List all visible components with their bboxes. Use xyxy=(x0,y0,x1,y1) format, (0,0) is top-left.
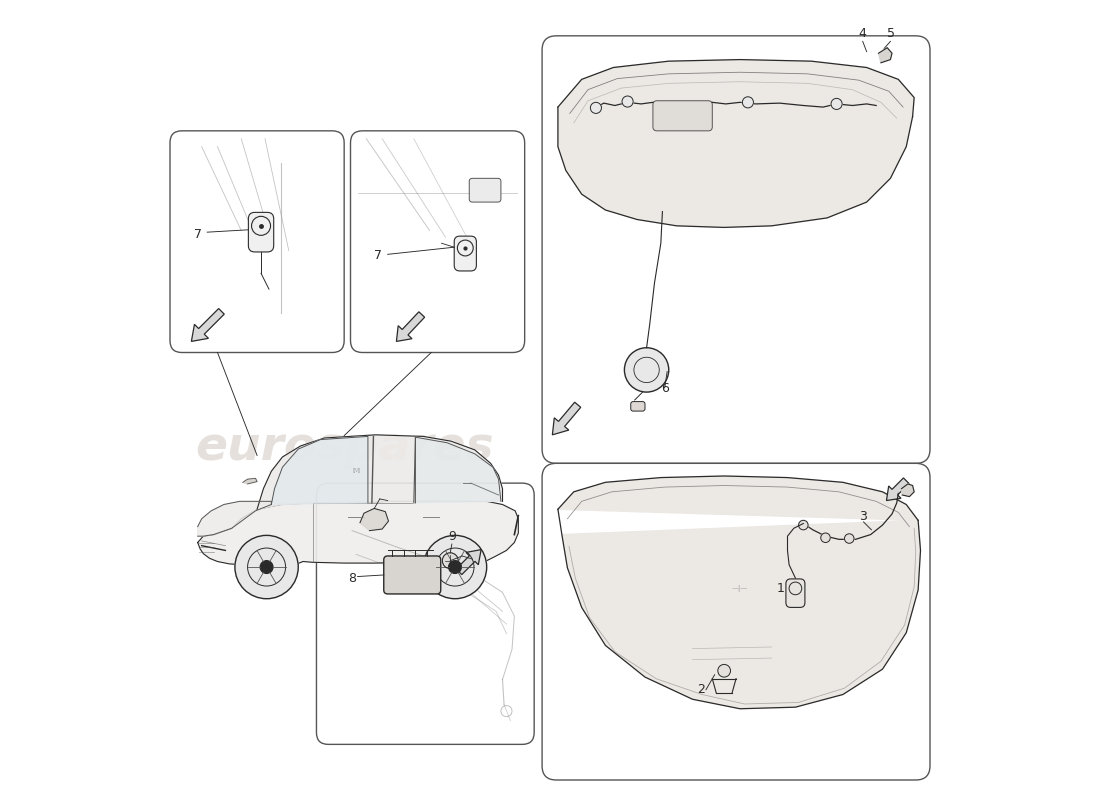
FancyBboxPatch shape xyxy=(542,463,930,780)
Text: 3: 3 xyxy=(859,510,867,523)
FancyBboxPatch shape xyxy=(351,131,525,353)
Text: 1: 1 xyxy=(777,582,784,594)
Circle shape xyxy=(718,665,730,677)
Polygon shape xyxy=(558,476,921,709)
Polygon shape xyxy=(198,502,518,568)
Circle shape xyxy=(449,561,461,574)
Polygon shape xyxy=(416,438,500,503)
Polygon shape xyxy=(198,502,272,536)
FancyArrow shape xyxy=(887,478,909,501)
Circle shape xyxy=(591,102,602,114)
Text: eurospares: eurospares xyxy=(319,654,512,684)
FancyBboxPatch shape xyxy=(542,36,930,463)
Polygon shape xyxy=(902,484,914,497)
Polygon shape xyxy=(243,478,257,484)
FancyBboxPatch shape xyxy=(317,483,535,744)
Text: 7: 7 xyxy=(374,249,383,262)
Text: 4: 4 xyxy=(859,27,867,41)
Circle shape xyxy=(845,534,854,543)
Circle shape xyxy=(625,348,669,392)
Text: eurospares: eurospares xyxy=(195,425,494,470)
Text: eurospares: eurospares xyxy=(617,610,862,649)
Text: 8: 8 xyxy=(348,572,356,585)
Text: 𝕄: 𝕄 xyxy=(352,468,360,474)
FancyBboxPatch shape xyxy=(454,236,476,271)
FancyArrow shape xyxy=(456,550,481,574)
Circle shape xyxy=(799,520,808,530)
Circle shape xyxy=(742,97,754,108)
Circle shape xyxy=(830,98,843,110)
Circle shape xyxy=(424,535,486,598)
FancyBboxPatch shape xyxy=(249,212,274,252)
Text: —|—: —|— xyxy=(732,585,748,592)
Circle shape xyxy=(235,535,298,598)
Text: 9: 9 xyxy=(449,530,456,543)
FancyBboxPatch shape xyxy=(470,178,500,202)
Polygon shape xyxy=(272,437,367,505)
Circle shape xyxy=(442,553,459,569)
Polygon shape xyxy=(879,48,892,62)
FancyBboxPatch shape xyxy=(170,131,344,353)
Circle shape xyxy=(821,533,830,542)
FancyArrow shape xyxy=(552,402,581,435)
FancyBboxPatch shape xyxy=(785,579,805,607)
Text: 5: 5 xyxy=(888,27,895,41)
Text: eurospares: eurospares xyxy=(617,286,862,324)
FancyArrow shape xyxy=(191,309,224,342)
FancyBboxPatch shape xyxy=(384,556,441,594)
Text: 7: 7 xyxy=(194,228,201,241)
Circle shape xyxy=(261,561,273,574)
Polygon shape xyxy=(257,435,503,510)
FancyBboxPatch shape xyxy=(653,101,713,131)
Polygon shape xyxy=(558,59,914,227)
Polygon shape xyxy=(360,509,388,530)
Circle shape xyxy=(621,96,634,107)
Text: 2: 2 xyxy=(697,683,705,696)
Text: 6: 6 xyxy=(661,382,669,395)
FancyArrow shape xyxy=(396,312,425,342)
FancyBboxPatch shape xyxy=(630,402,645,411)
